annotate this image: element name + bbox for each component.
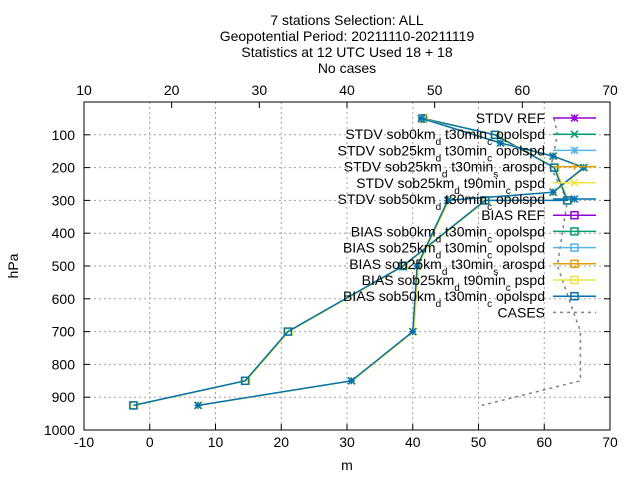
x2-tick-label: 20 [164, 82, 180, 98]
legend-label: STDV REF [476, 110, 545, 126]
data-point [549, 163, 559, 172]
data-point [129, 401, 138, 410]
data-point [490, 130, 500, 140]
data-point [443, 196, 452, 205]
x-tick-label: 50 [471, 434, 487, 450]
series-line [197, 117, 586, 407]
data-point [570, 275, 579, 285]
x2-tick-label: 70 [602, 82, 618, 98]
legend-item: STDV REF [476, 110, 596, 126]
legend-item: STDV sob25kmd t30mins arospd [344, 159, 596, 181]
title-line: No cases [318, 60, 376, 76]
data-point [570, 259, 579, 269]
y-tick-label: 800 [52, 356, 76, 372]
legend-item: BIAS sob50kmd t30minc opolspd [343, 288, 596, 310]
legend-label: CASES [498, 304, 545, 320]
series [193, 114, 588, 410]
data-point [283, 327, 293, 336]
legend-label: STDV sob25kmd t30minc opolspd [338, 142, 545, 164]
y-tick-label: 200 [52, 160, 76, 176]
legend-item: BIAS REF [481, 207, 596, 223]
data-point [398, 261, 408, 271]
data-point [496, 138, 505, 148]
legend-label: BIAS sob25kmd t30minc opolspd [343, 240, 545, 262]
series-line [481, 118, 582, 407]
y-tick-label: 600 [52, 291, 76, 307]
data-point [570, 113, 579, 123]
x-tick-label: 30 [339, 434, 355, 450]
data-point [408, 327, 417, 336]
legend-label: BIAS sob0kmd t30minc opolspd [351, 223, 545, 245]
data-point [347, 376, 356, 385]
data-point [570, 291, 579, 301]
data-point [563, 196, 572, 205]
y-tick-label: 100 [52, 127, 76, 143]
data-point [570, 130, 579, 139]
x-tick-label: 20 [273, 434, 289, 450]
legend-item: STDV sob25kmd t30minc opolspd [338, 142, 596, 164]
data-point [548, 152, 558, 161]
data-point [570, 243, 579, 252]
legend-item: STDV sob25kmd t90minc pspd [356, 175, 596, 197]
legend-item: BIAS sob25kmd t90minc pspd [362, 272, 596, 294]
series-lines [129, 114, 589, 410]
x2-tick-label: 10 [76, 82, 92, 98]
x2-tick-label: 30 [252, 82, 268, 98]
data-point [548, 188, 558, 197]
data-point [413, 261, 422, 271]
data-point [571, 163, 578, 171]
x-axis-label: m [341, 457, 353, 473]
x-tick-label: 70 [602, 434, 618, 450]
legend-label: BIAS sob25kmd t30mins arospd [349, 256, 545, 278]
legend-item: BIAS sob0kmd t30minc opolspd [351, 223, 596, 245]
x-tick-label: 60 [536, 434, 552, 450]
legend-label: STDV sob25kmd t30mins arospd [344, 159, 545, 181]
y-tick-label: 300 [52, 192, 76, 208]
legend-item: STDV sob50kmd t30minc opolspd [338, 191, 596, 213]
legend-item: CASES [498, 304, 596, 320]
series [481, 118, 582, 407]
data-point [193, 401, 202, 410]
title-line: Statistics at 12 UTC Used 18 + 18 [241, 44, 452, 60]
legend-label: BIAS sob50kmd t30minc opolspd [343, 288, 545, 310]
x2-tick-label: 60 [515, 82, 531, 98]
legend-label: STDV sob0kmd t30minc opolspd [345, 126, 545, 148]
data-point [240, 376, 250, 386]
y-tick-label: 900 [52, 389, 76, 405]
data-point [570, 146, 579, 155]
title-line: 7 stations Selection: ALL [270, 12, 424, 28]
data-point [570, 227, 579, 236]
legend-item: BIAS sob25kmd t30minc opolspd [343, 240, 596, 262]
x-tick-label: -10 [74, 434, 94, 450]
x-tick-label: 0 [146, 434, 154, 450]
x2-tick-label: 40 [339, 82, 355, 98]
data-point [570, 194, 579, 204]
x-tick-label: 40 [405, 434, 421, 450]
legend-item: BIAS sob25kmd t30mins arospd [349, 256, 596, 278]
y-tick-label: 500 [52, 258, 76, 274]
data-point [417, 114, 426, 123]
legend-item: STDV sob0kmd t30minc opolspd [345, 126, 596, 148]
x2-tick-label: 50 [427, 82, 443, 98]
data-point [570, 178, 579, 187]
y-tick-label: 1000 [44, 422, 75, 438]
y-tick-label: 700 [52, 324, 76, 340]
legend-label: STDV sob25kmd t90minc pspd [356, 175, 545, 197]
y-tick-label: 400 [52, 225, 76, 241]
title-line: Geopotential Period: 20211110-20211119 [220, 28, 475, 44]
y-axis-label: hPa [5, 253, 21, 278]
data-point [579, 163, 588, 172]
data-point [570, 210, 579, 220]
legend-label: BIAS sob25kmd t90minc pspd [362, 272, 545, 294]
axes: -10 0 10 20 30 40 50 60 70 10 20 30 40 50 60 70 100 200 30… [44, 82, 618, 450]
legend-label: BIAS REF [481, 207, 545, 223]
legend-label: STDV sob50kmd t30minc opolspd [338, 191, 545, 213]
x-tick-label: 10 [208, 434, 224, 450]
